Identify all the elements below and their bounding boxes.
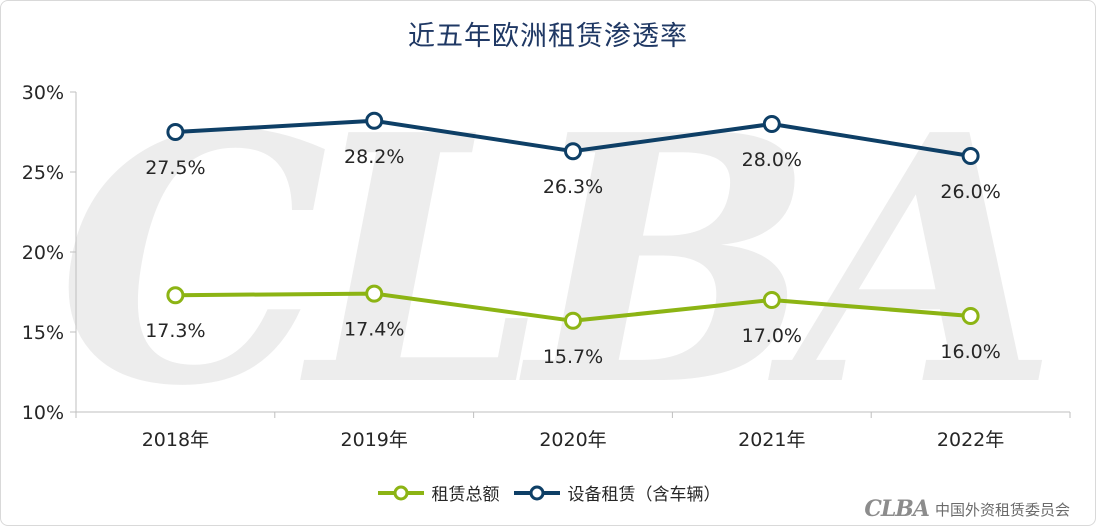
series-equipment-data-label: 28.0% xyxy=(742,149,802,171)
organization-name: 中国外资租赁委员会 xyxy=(934,500,1070,519)
y-tick-label: 20% xyxy=(22,242,64,264)
footer-organization: CLBA 中国外资租赁委员会 xyxy=(864,496,1070,522)
legend: 租赁总额 设备租赁（含车辆） xyxy=(0,480,1096,505)
legend-item-equipment: 设备租赁（含车辆） xyxy=(512,480,721,505)
series-total-data-label: 16.0% xyxy=(940,341,1000,363)
series-total-data-label: 17.3% xyxy=(145,320,205,342)
y-tick-label: 30% xyxy=(22,82,64,104)
series-equipment-point xyxy=(564,142,582,161)
series-total-point xyxy=(365,284,384,303)
series-total-data-label: 17.4% xyxy=(344,319,404,341)
series-total-point xyxy=(166,286,185,305)
series-equipment-data-label: 26.0% xyxy=(940,181,1000,203)
y-tick-label: 10% xyxy=(22,402,64,424)
legend-swatch-equipment xyxy=(513,485,560,500)
legend-label-total: 租赁总额 xyxy=(431,485,500,505)
chart-title: 近五年欧洲租赁渗透率 xyxy=(408,21,688,52)
series-total-point xyxy=(961,307,980,325)
series-total-data-label: 15.7% xyxy=(543,346,603,368)
series-equipment-point xyxy=(961,147,980,165)
x-tick-label: 2022年 xyxy=(937,429,1004,451)
series-equipment-point xyxy=(365,111,384,130)
series-total-point xyxy=(564,311,582,330)
x-tick-label: 2018年 xyxy=(142,429,209,451)
series-total-point xyxy=(762,291,781,309)
series-equipment-data-label: 26.3% xyxy=(543,176,603,198)
watermark-logo: CLBA xyxy=(58,62,1045,461)
legend-label-equipment: 设备租赁（含车辆） xyxy=(567,485,721,505)
y-tick-label: 25% xyxy=(22,162,64,184)
series-equipment-data-label: 28.2% xyxy=(344,146,404,168)
legend-item-total: 租赁总额 xyxy=(376,480,500,505)
legend-swatch-total xyxy=(377,485,424,500)
clba-logo: CLBA xyxy=(864,496,930,522)
series-total-data-label: 17.0% xyxy=(742,325,802,347)
y-tick-label: 15% xyxy=(22,322,64,344)
x-tick-label: 2021年 xyxy=(738,429,805,451)
x-tick-label: 2019年 xyxy=(341,429,408,451)
x-tick-label: 2020年 xyxy=(539,429,606,451)
series-equipment-point xyxy=(166,123,185,141)
series-equipment-data-label: 27.5% xyxy=(145,157,205,179)
series-equipment-point xyxy=(762,115,781,133)
